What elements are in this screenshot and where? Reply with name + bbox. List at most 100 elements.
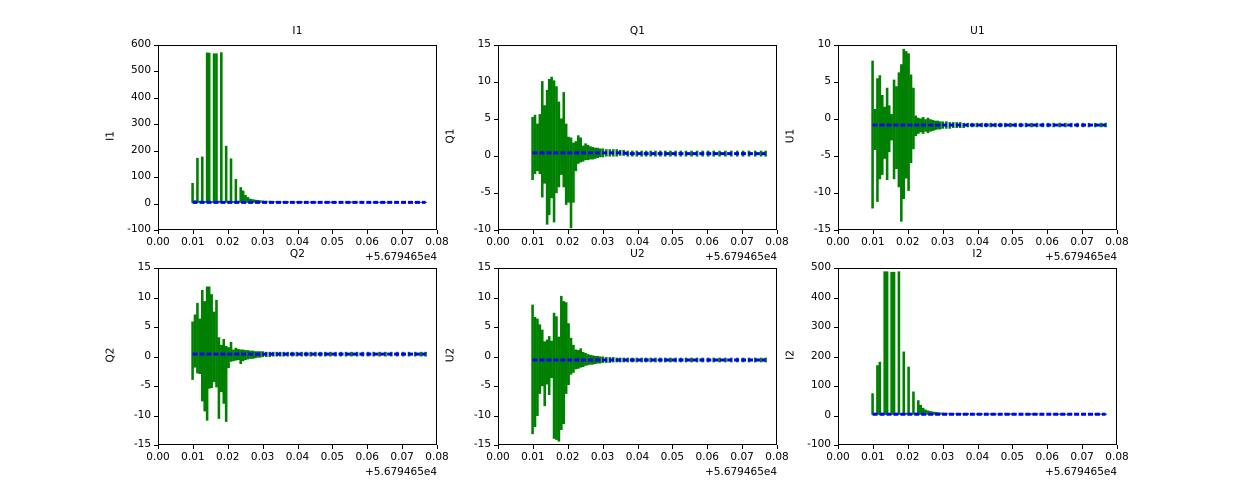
x-tick-label: 0.08 [765, 236, 789, 248]
x-tick-label: 0.03 [250, 236, 275, 248]
y-tickmark [494, 415, 498, 417]
x-tickmark [1012, 445, 1014, 449]
x-tick-label: 0.01 [181, 236, 205, 248]
y-tickmark [834, 119, 838, 120]
x-tick-label: 0.06 [355, 451, 379, 463]
y-tick-label: -15 [133, 438, 151, 450]
x-tick-label: 0.02 [896, 451, 920, 463]
subplot-title: U2 [630, 248, 645, 260]
data-line [532, 151, 766, 156]
subplot-title: Q2 [289, 248, 306, 260]
y-tickmark [834, 386, 838, 387]
x-tick-label: 0.04 [285, 451, 310, 463]
x-tick-label: 0.04 [965, 236, 990, 248]
axes-frame [158, 268, 437, 445]
x-tickmark [158, 445, 159, 449]
x-tick-label: 0.07 [1070, 451, 1094, 463]
x-tickmark [777, 230, 778, 234]
x-tick-label: 0.06 [695, 236, 719, 248]
x-tickmark [872, 230, 874, 234]
y-tick-label: 200 [130, 143, 151, 156]
x-tickmark [498, 445, 499, 449]
y-tickmark [154, 45, 158, 46]
x-tick-label: 0.06 [1035, 451, 1059, 463]
x-tickmark [602, 230, 604, 234]
y-tick-label: 300 [810, 320, 831, 332]
y-tickmark [154, 415, 158, 417]
x-tick-label: 0.01 [861, 236, 885, 248]
x-tickmark [297, 445, 299, 449]
y-tick-label: -15 [813, 223, 831, 235]
y-tickmark [494, 119, 498, 120]
y-tickmark [154, 97, 158, 99]
x-tick-label: 0.08 [765, 451, 789, 463]
y-tickmark [834, 327, 838, 328]
x-tickmark [192, 445, 194, 449]
x-tick-label: 0.05 [320, 236, 345, 248]
x-axis-offset-text: +5.679465e4 [705, 466, 778, 478]
y-tick-label: 500 [130, 64, 151, 77]
y-tickmark [494, 156, 498, 157]
x-tick-label: 0.02 [216, 451, 240, 463]
x-tick-label: 0.03 [590, 236, 615, 248]
x-tickmark [777, 445, 778, 449]
y-tickmark [494, 230, 498, 231]
y-axis-label: Q2 [104, 347, 116, 362]
x-tickmark [332, 230, 334, 234]
y-tickmark [834, 268, 838, 269]
x-tickmark [838, 445, 839, 449]
y-tickmark [834, 82, 838, 83]
x-tick-label: 0.03 [930, 236, 955, 248]
y-tick-label: -10 [133, 408, 151, 421]
y-tickmark [834, 193, 838, 194]
x-tickmark [567, 445, 569, 449]
y-tick-label: 400 [810, 290, 831, 303]
plot-data-layer [191, 52, 427, 204]
x-axis-offset-text: +5.679465e4 [1045, 466, 1118, 478]
x-tickmark [437, 445, 438, 449]
axes-frame [838, 268, 1117, 445]
x-tick-label: 0.08 [1105, 451, 1129, 463]
y-tickmark [834, 297, 838, 299]
y-tick-label: -10 [473, 408, 491, 421]
x-tickmark [907, 230, 909, 234]
x-tickmark [637, 445, 639, 449]
x-tickmark [1117, 230, 1118, 234]
errorbar-group [871, 48, 1107, 222]
y-tickmark [834, 445, 838, 446]
axes-frame [498, 268, 777, 445]
x-tick-label: 0.02 [556, 451, 580, 463]
x-tickmark [1047, 445, 1049, 449]
x-tick-label: 0.07 [1070, 236, 1094, 248]
x-tick-label: 0.08 [425, 236, 449, 248]
axes-frame [498, 45, 777, 230]
subplot-u1: U1 -15 -10 -5 0 5 10 0.00 0.01 0.02 0.03 0.04 0.05 0.… [784, 25, 1129, 263]
y-tickmark [154, 203, 158, 205]
x-tick-label: 0.02 [556, 236, 580, 248]
x-tickmark [1012, 230, 1014, 234]
x-tick-label: 0.05 [660, 236, 685, 248]
y-tick-label: -100 [807, 438, 831, 450]
x-tick-label: 0.07 [730, 451, 754, 463]
x-tick-label: 0.02 [896, 236, 920, 248]
x-tickmark [227, 445, 229, 449]
x-tickmark [872, 445, 874, 449]
y-tickmark [834, 156, 838, 157]
x-tick-label: 0.05 [660, 451, 685, 463]
y-tick-label: 0 [144, 349, 151, 362]
y-tick-label: 10 [137, 290, 151, 303]
y-tickmark [154, 268, 158, 269]
y-tickmark [154, 297, 158, 299]
y-axis-label: Q1 [444, 128, 456, 143]
y-tick-label: 15 [137, 261, 151, 273]
y-tickmark [834, 356, 838, 358]
x-tickmark [437, 230, 438, 234]
subplot-title: U1 [970, 25, 985, 37]
y-tick-label: -5 [820, 149, 831, 161]
x-tickmark [977, 445, 979, 449]
y-tick-label: 200 [810, 349, 831, 362]
errorbar-group [871, 271, 1107, 415]
x-tick-label: 0.01 [521, 236, 545, 248]
x-tickmark [942, 230, 944, 234]
